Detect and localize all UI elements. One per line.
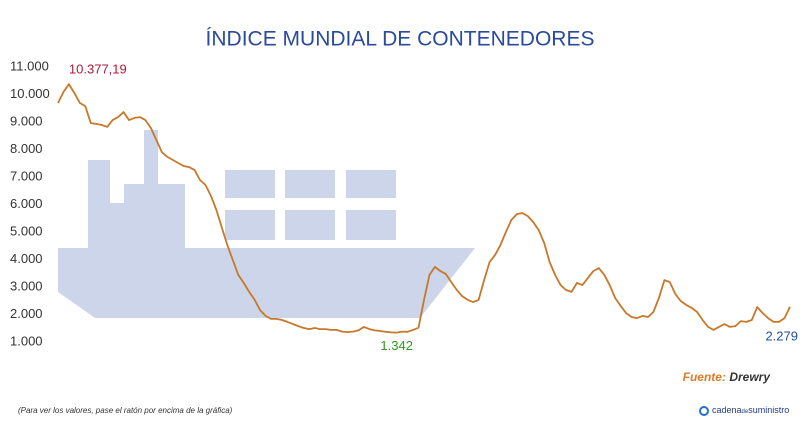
value-label: 1.342 bbox=[380, 338, 413, 353]
y-tick-label: 2.000 bbox=[10, 306, 43, 321]
ship-tower bbox=[88, 160, 110, 248]
container bbox=[225, 210, 275, 240]
value-label: 2.279 bbox=[765, 328, 798, 343]
chart-title: ÍNDICE MUNDIAL DE CONTENEDORES bbox=[206, 28, 595, 51]
y-tick-label: 3.000 bbox=[10, 278, 43, 293]
data-line bbox=[57, 83, 791, 334]
y-tick-label: 5.000 bbox=[10, 223, 43, 238]
y-tick-label: 1.000 bbox=[10, 333, 43, 348]
logo-icon bbox=[699, 406, 709, 416]
y-tick-label: 4.000 bbox=[10, 251, 43, 266]
container bbox=[225, 170, 275, 198]
logo-part: cadena bbox=[712, 405, 742, 415]
ship-bridge bbox=[124, 184, 185, 248]
source: Fuente: Drewry bbox=[683, 370, 772, 384]
source-label: Fuente: bbox=[683, 370, 726, 384]
logo: cadenadesuministro bbox=[699, 405, 789, 416]
y-tick-label: 6.000 bbox=[10, 196, 43, 211]
y-tick-label: 8.000 bbox=[10, 141, 43, 156]
y-tick-label: 9.000 bbox=[10, 113, 43, 128]
logo-text: cadenadesuministro bbox=[712, 405, 789, 415]
ship-deck bbox=[110, 203, 124, 248]
y-tick-label: 10.000 bbox=[10, 86, 50, 101]
y-tick-label: 11.000 bbox=[10, 58, 49, 73]
logo-part: suministro bbox=[748, 405, 789, 415]
y-tick-label: 7.000 bbox=[10, 168, 43, 183]
container bbox=[346, 170, 396, 198]
ship-illustration bbox=[58, 130, 475, 318]
ship-mast bbox=[144, 130, 158, 184]
ship-hull bbox=[58, 248, 475, 318]
source-name: Drewry bbox=[729, 370, 771, 384]
container bbox=[285, 170, 335, 198]
container bbox=[285, 210, 335, 240]
value-label: 10.377,19 bbox=[69, 62, 127, 77]
logo-part: de bbox=[742, 409, 749, 415]
container bbox=[346, 210, 396, 240]
hover-note: (Para ver los valores, pase el ratón por… bbox=[18, 406, 233, 415]
